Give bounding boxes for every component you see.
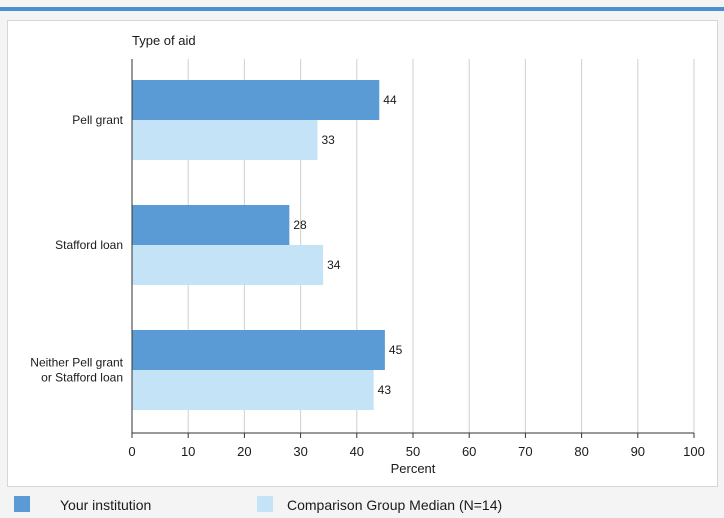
x-tick-label: 30 <box>293 444 307 459</box>
category-label: or Stafford loan <box>41 371 123 385</box>
header-accent-bar <box>0 7 724 11</box>
x-tick-label: 60 <box>462 444 476 459</box>
category-label: Stafford loan <box>55 238 123 252</box>
data-label: 33 <box>321 133 335 147</box>
category-label: Neither Pell grant <box>30 356 123 370</box>
legend-label: Comparison Group Median (N=14) <box>287 497 502 513</box>
bars <box>132 80 385 410</box>
legend-swatch <box>257 496 273 512</box>
legend: Your institution Comparison Group Median … <box>14 496 502 513</box>
bar <box>132 80 380 120</box>
x-axis-title: Percent <box>391 461 436 476</box>
data-label: 43 <box>378 383 392 397</box>
legend-swatch <box>14 496 30 512</box>
x-tick-label: 20 <box>237 444 251 459</box>
bar <box>132 120 318 160</box>
data-label: 45 <box>389 343 403 357</box>
bar <box>132 330 385 370</box>
category-label: Pell grant <box>72 113 123 127</box>
x-tick-label: 70 <box>518 444 532 459</box>
data-label: 34 <box>327 258 341 272</box>
x-tick-label: 0 <box>128 444 135 459</box>
x-tick-label: 40 <box>350 444 364 459</box>
legend-label: Your institution <box>60 497 151 513</box>
bar <box>132 245 324 285</box>
bar <box>132 205 290 245</box>
x-tick-label: 50 <box>406 444 420 459</box>
axes: 0 10 20 30 40 50 60 70 80 90 100 <box>128 59 705 459</box>
x-tick-label: 80 <box>574 444 588 459</box>
data-label: 44 <box>383 93 397 107</box>
x-tick-label: 10 <box>181 444 195 459</box>
labels: Type of aid Percent 44 33 Pell grant 28 34 Staf… <box>30 33 436 476</box>
y-axis-title: Type of aid <box>132 33 196 48</box>
data-label: 28 <box>293 218 307 232</box>
bar <box>132 370 374 410</box>
x-tick-label: 90 <box>631 444 645 459</box>
x-tick-label: 100 <box>683 444 705 459</box>
